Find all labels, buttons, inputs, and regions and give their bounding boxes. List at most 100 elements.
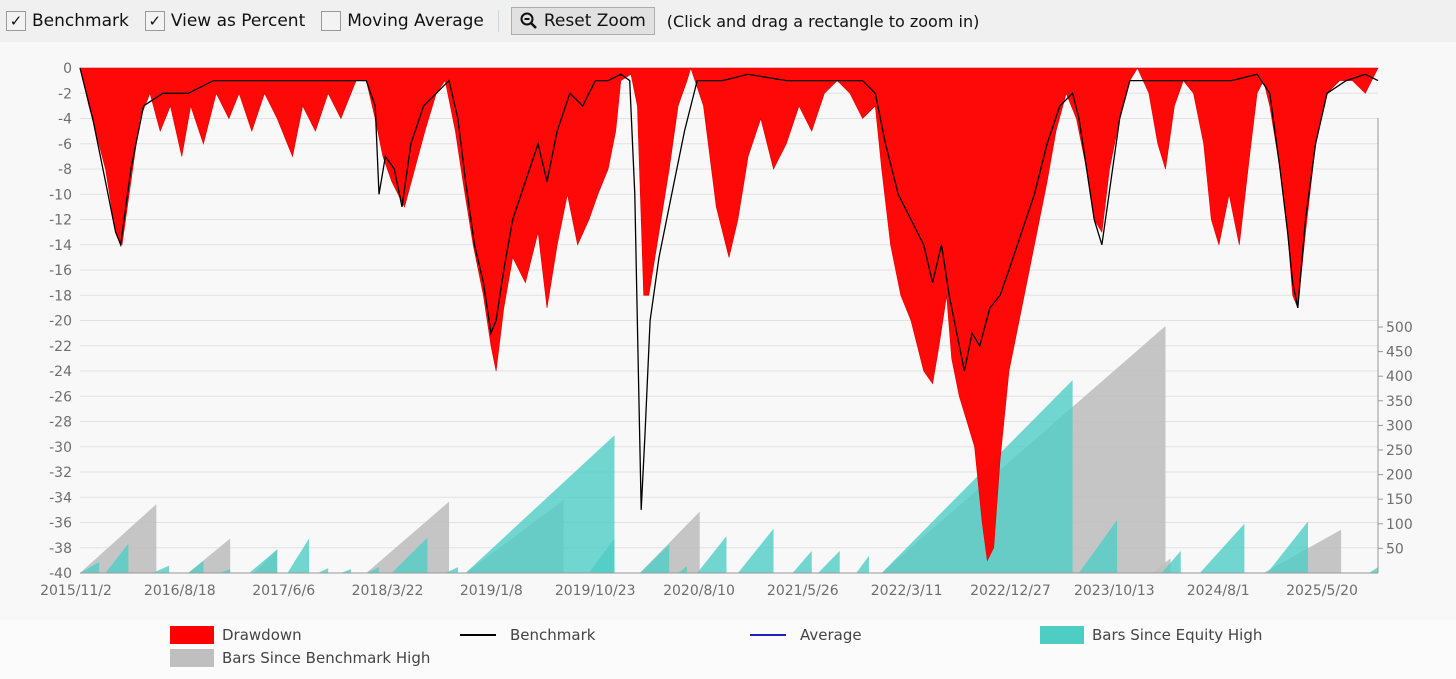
benchmark-series <box>79 67 1379 510</box>
bars-since-equity-high-ramp <box>881 380 1073 573</box>
bars-since-equity-high-ramp <box>445 567 458 573</box>
legend-item-average[interactable]: Average <box>750 626 862 644</box>
reset-zoom-button[interactable]: Reset Zoom <box>510 7 655 35</box>
bars-equity-high-swatch <box>1040 626 1084 644</box>
y-tick-label: -36 <box>49 516 72 532</box>
y-tick-label: -32 <box>49 465 72 481</box>
drawdown-chart[interactable]: 0 -2 -4 -6 -8 -10 -12 -14 -16 -18 -20 -22 -24 -26 -28 -… <box>0 42 1456 620</box>
right-tick-label: 150 <box>1386 492 1413 508</box>
bars-benchmark-high-swatch <box>170 649 214 667</box>
bars-since-equity-high-ramp <box>678 566 688 573</box>
average-swatch <box>750 634 786 636</box>
right-tick-label: 300 <box>1386 418 1413 434</box>
x-tick-label: 2022/12/27 <box>970 583 1051 599</box>
bars-since-equity-high-ramp <box>317 568 329 573</box>
bars-since-equity-high-ramp <box>737 528 774 573</box>
bars-since-equity-high-ramp <box>366 567 380 573</box>
right-tick-label: 250 <box>1386 443 1413 459</box>
benchmark-swatch <box>460 634 496 636</box>
drawdown-area <box>79 67 1379 562</box>
y-tick-label: -22 <box>49 339 72 355</box>
bars-since-benchmark-high-ramp <box>639 511 700 573</box>
y-tick-label: 0 <box>63 61 72 77</box>
bars-since-benchmark-high-series <box>80 326 1342 573</box>
bars-since-equity-high-ramp <box>1267 521 1309 573</box>
zoom-hint: (Click and drag a rectangle to zoom in) <box>666 11 980 31</box>
x-tick-label: 2021/5/26 <box>767 583 839 599</box>
bars-since-equity-high-ramp <box>1369 567 1378 573</box>
x-axis-ticks: 2015/11/2 2016/8/18 2017/6/6 2018/3/22 2019/… <box>40 583 1358 599</box>
bars-since-equity-high-ramp <box>792 550 812 573</box>
drawdown-series <box>79 67 1379 562</box>
axes <box>80 118 1379 574</box>
right-axis-ticks: 50 100 150 200 250 300 350 400 450 500 <box>1378 320 1413 557</box>
bars-since-equity-high-ramp <box>287 538 310 573</box>
legend-item-drawdown[interactable]: Drawdown <box>170 626 302 644</box>
legend-item-benchmark[interactable]: Benchmark <box>460 626 595 644</box>
bars-since-equity-high-ramp <box>818 550 840 573</box>
bars-since-equity-high-ramp <box>188 560 204 573</box>
y-tick-label: -4 <box>58 112 72 128</box>
legend: Drawdown Benchmark Average Bars Since Eq… <box>0 620 1456 679</box>
x-tick-label: 2018/3/22 <box>352 583 424 599</box>
benchmark-line <box>79 67 1379 510</box>
x-tick-label: 2020/8/10 <box>663 583 735 599</box>
x-tick-label: 2019/10/23 <box>555 583 636 599</box>
view-percent-check-icon: ✓ <box>144 11 165 31</box>
moving-average-empty-box <box>321 11 342 31</box>
benchmark-checkbox[interactable]: ✓ Benchmark <box>6 11 129 31</box>
zoom-out-icon <box>520 12 537 29</box>
left-axis-ticks: 0 -2 -4 -6 -8 -10 -12 -14 -16 -18 -20 -22 -24 -26 -28 -… <box>49 61 72 582</box>
y-tick-label: -34 <box>49 490 72 506</box>
legend-item-bars-equity-high[interactable]: Bars Since Equity High <box>1040 626 1262 644</box>
y-tick-label: -2 <box>58 86 72 102</box>
x-tick-label: 2017/6/6 <box>252 583 315 599</box>
x-tick-label: 2022/3/11 <box>871 583 943 599</box>
bars-since-equity-high-ramp <box>639 544 670 573</box>
y-tick-label: -26 <box>49 389 72 405</box>
bars-since-equity-high-ramp <box>465 435 615 573</box>
x-tick-label: 2024/8/1 <box>1187 583 1250 599</box>
benchmark-checkbox-label: Benchmark <box>32 11 129 31</box>
right-tick-label: 500 <box>1386 320 1413 336</box>
bars-since-equity-high-ramp <box>80 562 100 573</box>
right-tick-label: 400 <box>1386 369 1413 385</box>
y-tick-label: -10 <box>49 187 72 203</box>
y-tick-label: -28 <box>49 415 72 431</box>
bars-since-equity-high-series <box>80 380 1378 573</box>
y-tick-label: -16 <box>49 263 72 279</box>
right-tick-label: 50 <box>1386 541 1404 557</box>
bars-since-equity-high-ramp <box>105 543 129 573</box>
right-tick-label: 100 <box>1386 517 1413 533</box>
y-tick-label: -12 <box>49 213 72 229</box>
toolbar: ✓ Benchmark ✓ View as Percent Moving Ave… <box>0 0 1456 42</box>
toolbar-separator <box>497 10 499 32</box>
bars-since-equity-high-ramp <box>219 569 231 573</box>
moving-average-checkbox-label: Moving Average <box>347 11 484 31</box>
moving-average-checkbox[interactable]: Moving Average <box>321 11 484 31</box>
bars-since-equity-high-ramp <box>1078 519 1118 573</box>
bars-since-equity-high-ramp <box>340 569 352 573</box>
drawdown-swatch <box>170 626 214 644</box>
view-percent-checkbox-label: View as Percent <box>170 11 306 31</box>
legend-item-bars-benchmark-high[interactable]: Bars Since Benchmark High <box>170 649 430 667</box>
legend-label-average: Average <box>800 626 862 644</box>
legend-label-drawdown: Drawdown <box>222 626 302 644</box>
x-tick-label: 2019/1/8 <box>460 583 523 599</box>
reset-zoom-label: Reset Zoom <box>543 11 646 31</box>
legend-label-bars-equity-high: Bars Since Equity High <box>1092 626 1263 644</box>
y-tick-label: -14 <box>49 238 72 254</box>
bars-since-equity-high-ramp <box>391 537 428 573</box>
x-tick-label: 2016/8/18 <box>144 583 216 599</box>
bars-since-equity-high-ramp <box>1161 550 1181 573</box>
y-tick-label: -40 <box>49 566 72 582</box>
bars-since-equity-high-ramp <box>249 549 278 573</box>
y-tick-label: -6 <box>58 137 72 153</box>
y-tick-label: -24 <box>49 364 72 380</box>
view-as-percent-checkbox[interactable]: ✓ View as Percent <box>144 11 306 31</box>
right-tick-label: 200 <box>1386 468 1413 484</box>
y-tick-label: -8 <box>58 162 72 178</box>
bars-since-benchmark-high-ramp <box>366 501 450 573</box>
x-tick-label: 2015/11/2 <box>40 583 112 599</box>
legend-label-bars-benchmark-high: Bars Since Benchmark High <box>222 649 431 667</box>
